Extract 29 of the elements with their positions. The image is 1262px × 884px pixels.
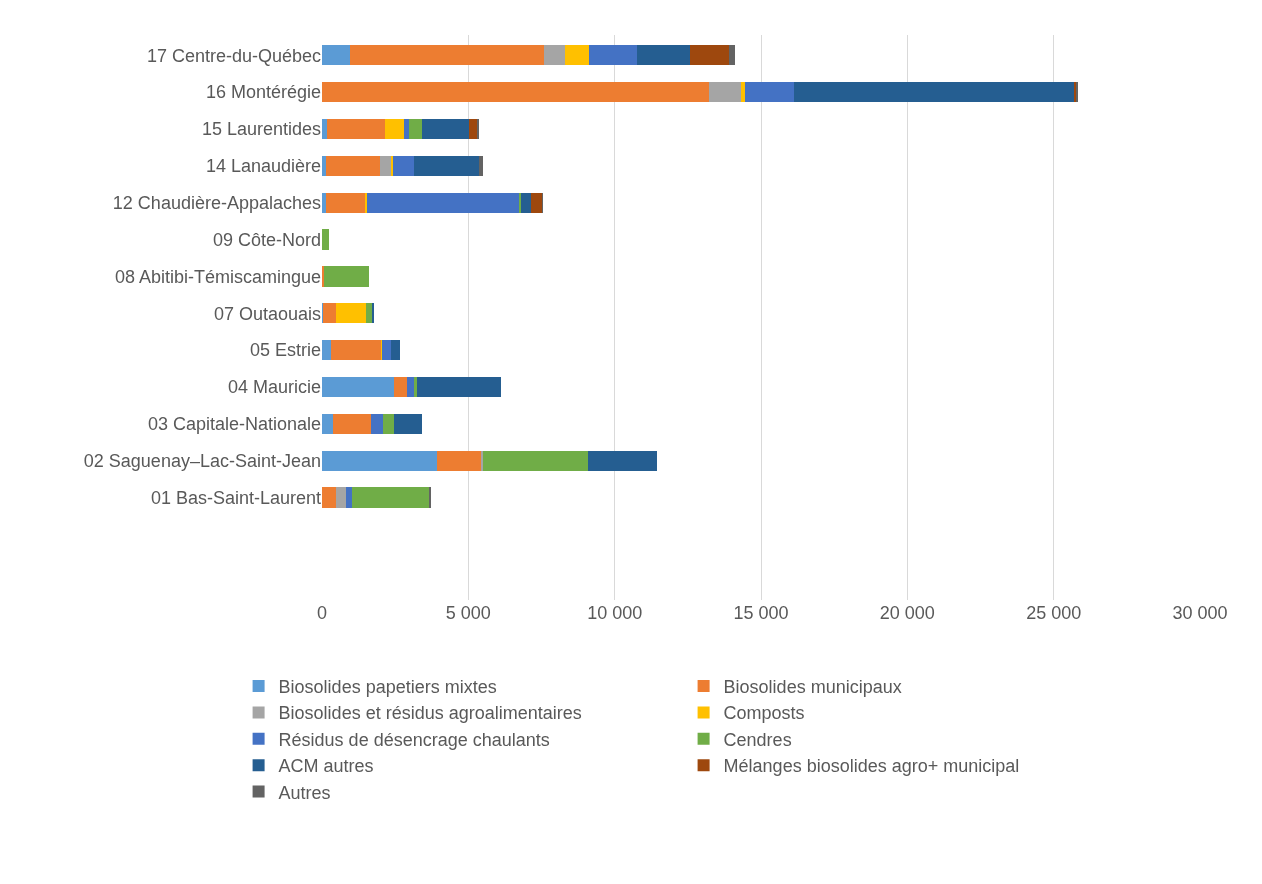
x-tick-label: 25 000	[1026, 603, 1082, 623]
y-tick-label: 04 Mauricie	[227, 377, 321, 398]
y-tick-label: 15 Laurentides	[201, 119, 321, 140]
legend-label: Biosolides municipaux	[723, 677, 902, 698]
y-tick-label: 05 Estrie	[249, 340, 321, 361]
y-tick-label: 08 Abitibi-Témiscamingue	[114, 266, 321, 287]
y-tick-label: 12 Chaudière-Appalaches	[112, 192, 321, 213]
y-tick-label: 02 Saguenay–Lac-Saint-Jean	[83, 450, 321, 471]
legend-label: Biosolides papetiers mixtes	[278, 677, 497, 698]
legend-label: Mélanges biosolides agro+ municipal	[723, 756, 1020, 777]
x-tick-label: 30 000	[1172, 603, 1228, 623]
legend-label: Composts	[723, 703, 805, 724]
y-tick-label: 07 Outaouais	[213, 303, 321, 324]
legend-label: ACM autres	[278, 756, 374, 777]
y-tick-label: 03 Capitale-Nationale	[147, 414, 321, 435]
x-tick-label: 20 000	[879, 603, 935, 623]
x-tick-label: 10 000	[587, 603, 643, 623]
legend-label: Autres	[278, 782, 331, 803]
y-tick-label: 01 Bas-Saint-Laurent	[150, 487, 321, 508]
y-tick-label: 14 Lanaudière	[205, 156, 321, 177]
y-tick-label: 17 Centre-du-Québec	[146, 45, 321, 66]
legend-label: Cendres	[723, 729, 792, 750]
x-tick-label: 15 000	[733, 603, 789, 623]
legend-label: Biosolides et résidus agroalimentaires	[278, 703, 582, 724]
y-tick-label: 09 Côte-Nord	[212, 229, 321, 250]
x-tick-label: 0	[316, 603, 328, 623]
x-tick-label: 5 000	[445, 603, 491, 623]
legend-label: Résidus de désencrage chaulants	[278, 729, 550, 750]
y-tick-label: 16 Montérégie	[205, 82, 321, 103]
